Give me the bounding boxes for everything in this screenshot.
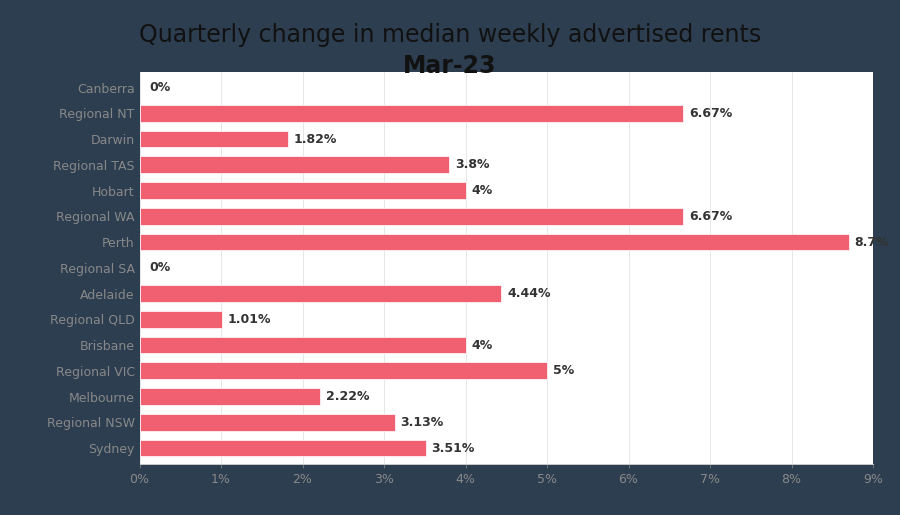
Bar [140,337,465,353]
Bar [140,105,683,122]
Bar [140,285,501,302]
Bar [140,234,849,250]
Text: Mar-23: Mar-23 [403,54,497,78]
Bar [140,414,394,431]
Text: 3.51%: 3.51% [431,441,474,455]
Text: 1.01%: 1.01% [228,313,271,326]
Bar [140,311,221,328]
Bar [140,208,683,225]
Text: 5%: 5% [553,364,574,377]
Bar [140,131,288,147]
Text: 0%: 0% [149,81,170,94]
Text: 1.82%: 1.82% [293,132,337,146]
Bar [140,363,547,379]
Text: 4%: 4% [472,184,492,197]
Text: Quarterly change in median weekly advertised rents: Quarterly change in median weekly advert… [139,23,761,47]
Text: 6.67%: 6.67% [688,107,732,120]
Text: 2.22%: 2.22% [326,390,370,403]
Text: 4.44%: 4.44% [507,287,551,300]
Bar [140,157,449,173]
Bar [140,182,465,199]
Text: 0%: 0% [149,261,170,274]
Bar [140,388,320,405]
Text: 3.8%: 3.8% [454,158,490,171]
Text: 3.13%: 3.13% [400,416,444,429]
Text: 6.67%: 6.67% [688,210,732,223]
Bar [140,440,426,456]
Text: 4%: 4% [472,338,492,352]
Text: 8.7%: 8.7% [854,235,889,249]
